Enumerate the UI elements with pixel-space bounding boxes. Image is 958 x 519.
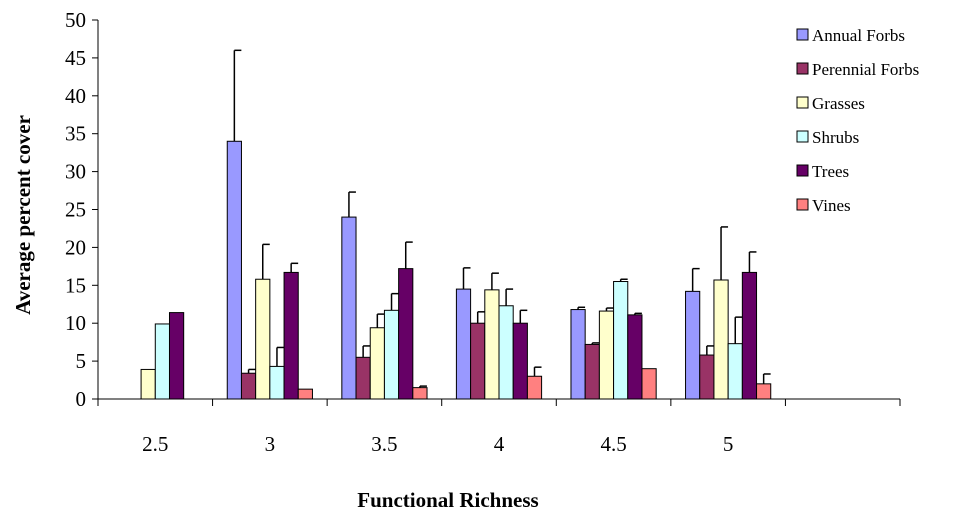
bar (570, 309, 586, 400)
bar (240, 372, 257, 400)
y-tick-label: 15 (65, 273, 86, 297)
x-tick-label: 3.5 (371, 432, 397, 456)
legend-swatch (796, 198, 809, 211)
bar (713, 279, 729, 400)
bar (727, 343, 743, 400)
bar (412, 387, 428, 400)
bar (455, 288, 472, 400)
bar (297, 388, 313, 400)
legend-swatch (796, 130, 809, 143)
plot-area (140, 49, 772, 400)
bar (613, 281, 629, 400)
y-tick-label: 25 (65, 198, 86, 222)
legend-label: Vines (812, 196, 851, 215)
bar (699, 354, 715, 400)
bar (154, 323, 170, 400)
bar (484, 289, 500, 400)
y-tick-label: 40 (65, 84, 86, 108)
bar (627, 314, 643, 400)
bar (383, 309, 400, 400)
legend-swatch (796, 28, 809, 41)
bar (355, 356, 371, 400)
legend-swatch (796, 164, 809, 177)
bar (641, 368, 657, 400)
bar (269, 365, 285, 400)
bar (526, 375, 543, 400)
bar (512, 322, 528, 400)
legend-label: Trees (812, 162, 849, 181)
y-tick-label: 50 (65, 8, 86, 32)
bar (685, 290, 701, 400)
x-axis: 2.5 3 3.5 4 4.5 5 (97, 398, 901, 456)
bar (498, 305, 514, 400)
legend-swatch (796, 62, 809, 75)
x-tick-label: 4.5 (600, 432, 626, 456)
bar (369, 327, 385, 400)
y-axis-label: Average percent cover (11, 115, 35, 315)
bar (398, 268, 414, 400)
x-axis-label: Functional Richness (357, 488, 538, 512)
legend: Annual Forbs Perennial Forbs Grasses Shrubs… (796, 26, 919, 215)
y-tick-label: 0 (76, 387, 87, 411)
legend-label: Shrubs (812, 128, 859, 147)
y-tick-label: 30 (65, 160, 86, 184)
legend-label: Annual Forbs (812, 26, 905, 45)
x-tick-label: 2.5 (142, 432, 168, 456)
y-tick-label: 35 (65, 122, 86, 146)
legend-label: Grasses (812, 94, 865, 113)
bar (470, 322, 486, 400)
x-tick-label: 3 (265, 432, 276, 456)
bar (255, 278, 271, 400)
bar (341, 216, 357, 400)
y-tick-label: 20 (65, 235, 86, 259)
bar (283, 271, 299, 400)
y-tick-label: 45 (65, 46, 86, 70)
y-tick-label: 10 (65, 311, 86, 335)
bar (756, 383, 772, 400)
bar (226, 140, 242, 400)
x-tick-label: 4 (494, 432, 505, 456)
bar (168, 312, 185, 400)
bar (140, 368, 156, 400)
bar (584, 343, 600, 400)
y-axis: 0 5 10 15 20 25 30 35 40 45 50 (65, 8, 99, 411)
legend-swatch (796, 96, 809, 109)
bar (741, 271, 758, 400)
y-tick-label: 5 (76, 349, 87, 373)
x-tick-label: 5 (723, 432, 734, 456)
bar (598, 310, 615, 400)
legend-label: Perennial Forbs (812, 60, 919, 79)
